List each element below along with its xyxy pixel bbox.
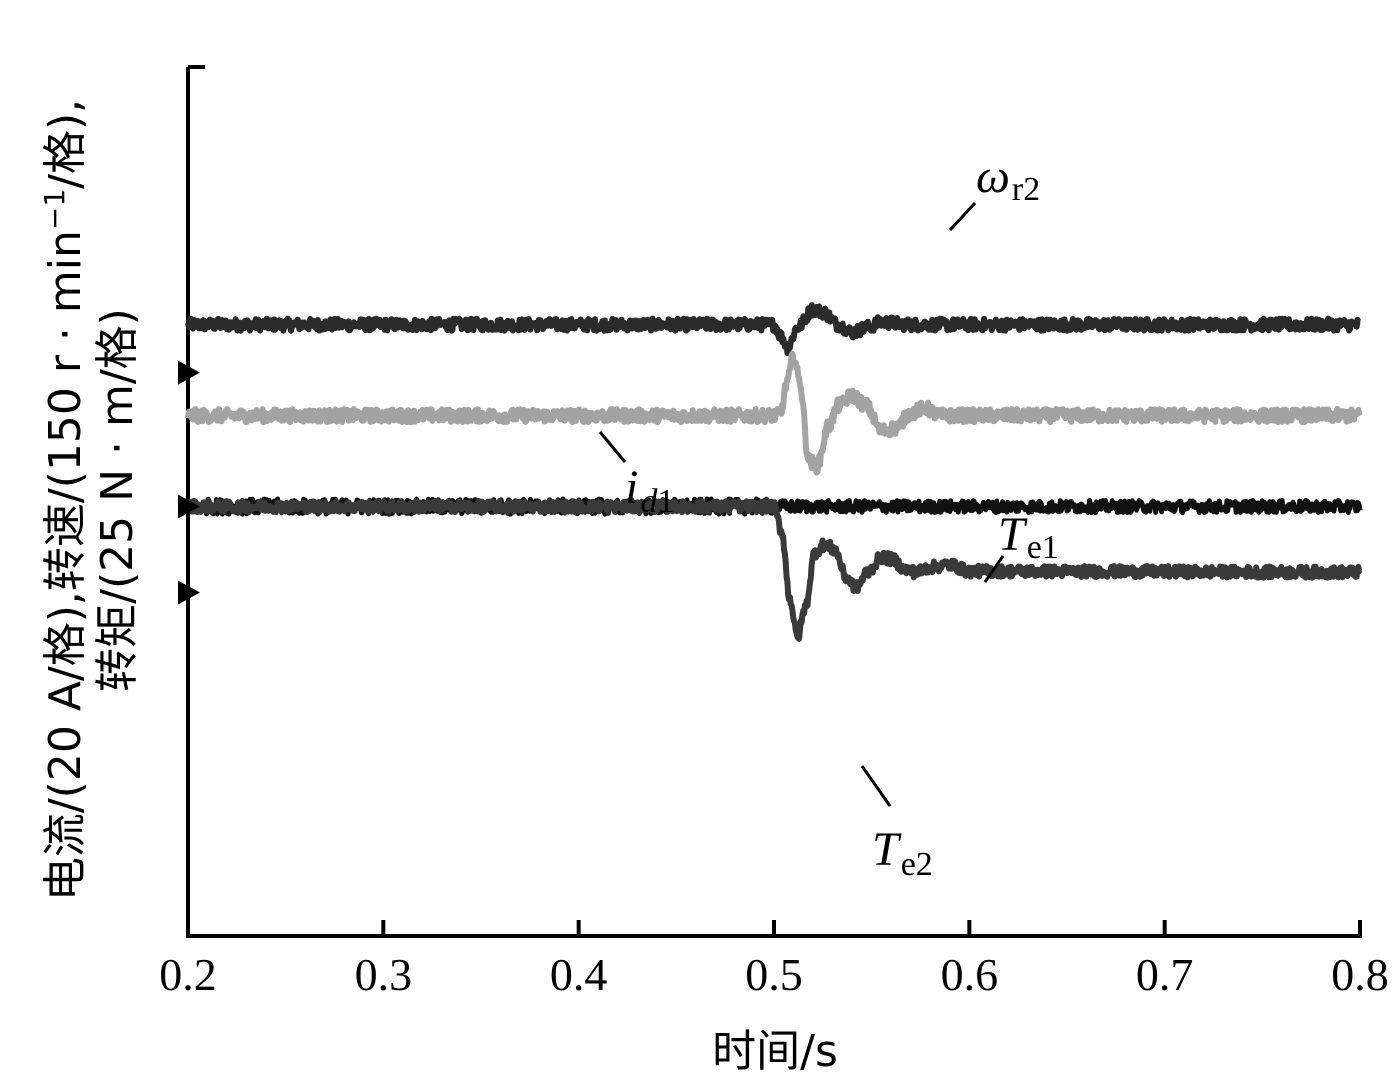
svg-text:Te1: Te1	[998, 508, 1059, 566]
series-label-te2: Te2	[860, 765, 933, 883]
x-tick-label: 0.5	[745, 949, 803, 1000]
series-label-id1-main: i	[625, 461, 638, 514]
leader-line-te2	[860, 765, 892, 807]
series-label-te2-main: T	[872, 823, 902, 876]
channel-zero-marker	[178, 580, 200, 605]
x-tick-label: 0.8	[1331, 949, 1389, 1000]
svg-text:id1: id1	[625, 461, 674, 520]
series-line-ωr2	[185, 302, 1363, 357]
channel-zero-marker	[178, 494, 200, 519]
y-axis-label: 电流/(20 A/格),转速/(150 r · min−1/格), 转矩/(25…	[38, 99, 143, 901]
x-tick-label: 0.2	[159, 949, 217, 1000]
leader-line-id1	[598, 431, 627, 463]
x-axis-label: 时间/s	[712, 1026, 838, 1077]
x-tick-label: 0.4	[550, 949, 608, 1000]
series-label-te1-main: T	[998, 508, 1028, 561]
leader-line-omega-r2	[948, 201, 977, 232]
svg-text:ωr2: ωr2	[976, 150, 1040, 208]
y-axis-label-line2: 转矩/(25 N · m/格)	[92, 308, 143, 692]
series-label-omega-main: ω	[976, 150, 1010, 203]
y-axis-label-superscript: −1	[38, 189, 71, 230]
svg-text:Te2: Te2	[872, 823, 933, 883]
series-label-omega-r2: ωr2	[948, 150, 1040, 232]
series-label-te2-sub: e2	[901, 846, 933, 883]
x-tick-label: 0.6	[941, 949, 999, 1000]
series-label-id1: id1	[598, 431, 674, 520]
y-axis-label-line1-end: /格),	[40, 99, 91, 189]
x-axis-ticks: 0.2 0.3 0.4 0.5 0.6 0.7 0.8	[159, 920, 1389, 1000]
series-label-te1: Te1	[983, 508, 1059, 583]
channel-markers	[178, 360, 200, 605]
series-label-id1-sub-d: d	[640, 483, 658, 520]
leader-line-te1	[983, 555, 1005, 583]
series-label-omega-sub: r2	[1012, 171, 1040, 208]
series-layer	[185, 302, 1363, 642]
svg-text:电流/(20 A/格),转速/(150 r · min−1/: 电流/(20 A/格),转速/(150 r · min−1/格),	[38, 99, 91, 901]
series-line-id1	[185, 350, 1363, 476]
channel-zero-marker	[178, 360, 200, 385]
series-line-Te2	[185, 498, 1363, 642]
x-tick-label: 0.3	[355, 949, 413, 1000]
series-label-id1-sub-1: 1	[657, 483, 674, 520]
x-tick-label: 0.7	[1136, 949, 1194, 1000]
series-label-te1-sub: e1	[1027, 529, 1059, 566]
y-axis-label-line1: 电流/(20 A/格),转速/(150 r · min	[40, 230, 91, 901]
